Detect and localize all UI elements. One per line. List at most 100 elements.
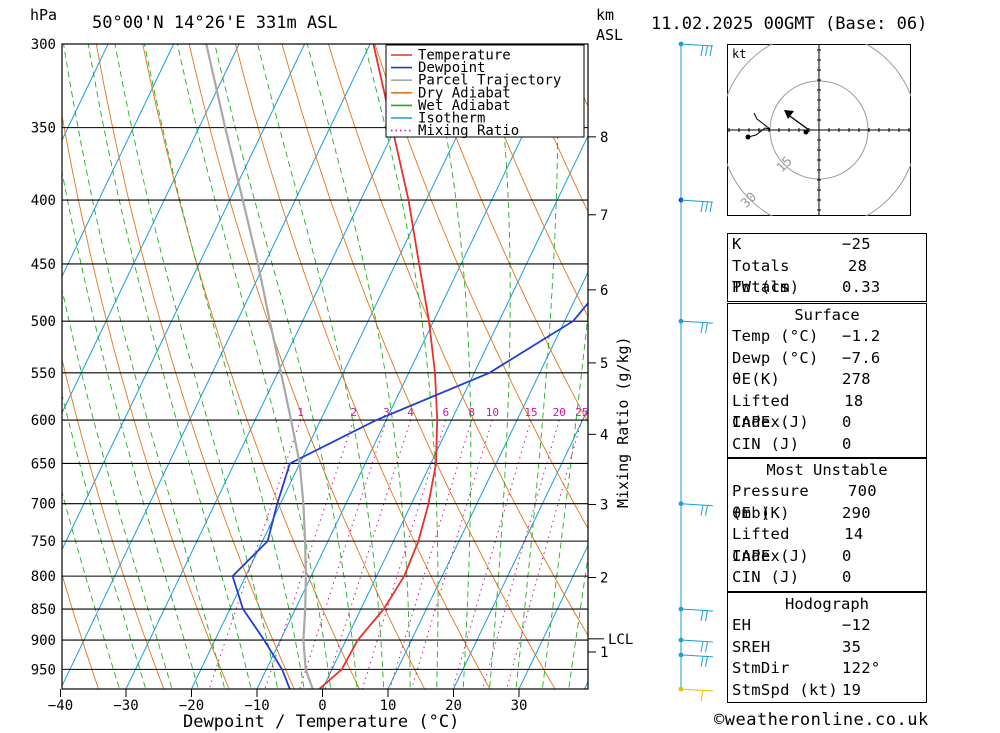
panel-row: StmDir 122° <box>728 658 926 680</box>
mixing-ratio-label: 25 <box>575 406 588 419</box>
panel-row-label: EH <box>732 616 752 634</box>
panel-row-label: SREH <box>732 637 771 656</box>
panel-row: StmSpd (kt) 19 <box>728 680 926 702</box>
wind-barb-shaft <box>680 688 714 692</box>
wind-barb-shaft <box>680 503 714 507</box>
panel-row-value: 278 <box>842 370 871 388</box>
panel-row-value: −25 <box>842 235 871 253</box>
isotherm-line <box>387 271 588 689</box>
mixing-ratio-label: 6 <box>443 406 450 419</box>
wind-barb-shaft <box>680 639 714 643</box>
wind-barb <box>709 201 713 213</box>
temperature-line <box>318 44 439 689</box>
pressure-tick-label: 950 <box>31 662 56 678</box>
location-title: 50°00'N 14°26'E 331m ASL <box>92 13 338 33</box>
legend-label: Dry Adiabat <box>418 85 511 101</box>
pressure-tick-label: 550 <box>31 366 56 382</box>
wind-barb <box>705 201 708 213</box>
mixing-ratio-label: 8 <box>468 406 475 419</box>
legend-label: Temperature <box>418 48 511 64</box>
panel-row: θE (K) 290 <box>728 503 926 525</box>
mixing-ratio-line <box>264 419 355 689</box>
dry-adiabat-line <box>978 44 1000 697</box>
pressure-tick-label: 800 <box>31 569 56 585</box>
panel-row: K −25 <box>728 234 926 256</box>
panel-row-label: PW (cm) <box>732 278 800 296</box>
panel-row-value: 35 <box>842 637 862 656</box>
panel-row: Temp (°C) −1.2 <box>728 326 926 348</box>
wind-level-dot <box>678 606 684 612</box>
mixing-ratio-lines <box>208 419 583 689</box>
pressure-tick-label: 700 <box>31 497 56 513</box>
pressure-tick-label: 500 <box>31 314 56 330</box>
wind-barb <box>700 656 704 667</box>
panel-row-value: 700 <box>847 482 877 500</box>
dry-adiabat-line <box>467 44 588 318</box>
wind-barb <box>705 641 708 653</box>
dry-adiabat-line <box>281 44 556 689</box>
indices-panel: K −25 Totals Totals 28 PW (cm) 0.33 <box>727 233 927 302</box>
panel-row-label: θE (K) <box>732 503 790 522</box>
wind-barb <box>700 641 704 653</box>
wind-barb <box>700 201 704 213</box>
asl-label: ASL <box>596 26 623 44</box>
legend-label: Isotherm <box>418 111 485 127</box>
temp-tick-label: −40 <box>48 698 73 714</box>
sounding-series <box>205 44 588 689</box>
panel-row-value: 28 <box>847 256 868 275</box>
mixing-ratio-label: 10 <box>486 406 499 419</box>
panel-row: PW (cm) 0.33 <box>728 277 926 299</box>
mixing-ratio-label: 15 <box>524 406 537 419</box>
isotherm-line <box>62 44 175 278</box>
dry-adiabat-line <box>235 44 491 689</box>
most-unstable-panel: Most Unstable Pressure (mb) 700 θE (K) 290 Li… <box>727 458 927 592</box>
mixing-ratio-line <box>506 419 583 689</box>
surface-panel: Surface Temp (°C) −1.2 Dewp (°C) −7.6 θE(K) 27… <box>727 303 927 458</box>
legend-label: Mixing Ratio <box>418 123 519 139</box>
panel-title: Most Unstable <box>766 461 888 479</box>
credit-text: ©weatheronline.co.uk <box>714 710 929 730</box>
panel-row-label: CIN (J) <box>732 568 800 586</box>
wind-barb <box>700 45 704 57</box>
temp-tick-label: 0 <box>318 698 326 714</box>
pressure-tick-label: 300 <box>31 37 56 53</box>
panel-row-value: 18 <box>844 391 864 410</box>
pressure-tick-label: 450 <box>31 257 56 273</box>
plot-frame <box>61 43 589 690</box>
mixing-ratio-line <box>389 419 473 689</box>
mixing-ratio-label: 3 <box>383 406 390 419</box>
hodograph-indices-panel: Hodograph EH −12 SREH 35 StmDir 122° StmSpd (kt… <box>727 592 927 703</box>
wind-barb-shaft <box>680 320 714 324</box>
hpa-label: hPa <box>30 6 57 24</box>
isotherm-line <box>518 544 588 689</box>
dewpoint-line <box>231 301 588 689</box>
wet-adiabat-line <box>515 44 559 689</box>
panel-row-label: θE(K) <box>732 370 781 388</box>
wind-profile <box>678 41 714 702</box>
x-axis-title: Dewpoint / Temperature (°C) <box>183 712 459 732</box>
isotherm-line <box>62 44 240 415</box>
panel-row-value: 0 <box>842 434 852 453</box>
axes-labels: 3003504004505005506006507007508008509009… <box>31 37 528 714</box>
hodograph: 153045 kt <box>727 44 911 216</box>
panel-row-label: StmSpd (kt) <box>732 680 838 699</box>
km-tick-label: 1 <box>600 645 608 661</box>
panel-row-value: 0 <box>842 413 852 431</box>
wind-barb <box>705 610 708 622</box>
km-axis: 1 2 3 4 5 6 7 8 LCL <box>588 130 633 661</box>
mixing-ratio-label: 4 <box>407 406 414 419</box>
panel-row-label: Pressure (mb) <box>732 482 810 522</box>
panel-row-value: 122° <box>842 659 881 677</box>
date-title: 11.02.2025 00GMT (Base: 06) <box>651 14 927 34</box>
panel-row-label: Totals Totals <box>732 256 790 297</box>
km-tick-label: 2 <box>600 570 608 586</box>
panel-row: CIN (J) 0 <box>728 434 926 456</box>
dry-adiabat-line <box>327 44 588 637</box>
panel-row-label: CIN (J) <box>732 434 800 453</box>
pressure-tick-label: 350 <box>31 121 56 137</box>
panel-row-value: 14 <box>844 525 864 543</box>
isotherm-line <box>322 134 588 689</box>
panel-row-label: K <box>732 235 742 253</box>
wind-barb-shaft <box>680 654 714 658</box>
